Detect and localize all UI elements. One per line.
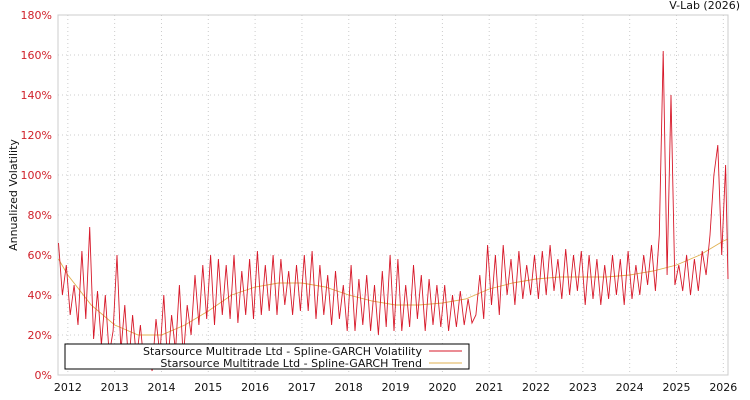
y-axis-label: Annualized Volatility — [7, 139, 20, 251]
legend: Starsource Multitrade Ltd - Spline-GARCH… — [64, 343, 470, 370]
legend-label-trend: Starsource Multitrade Ltd - Spline-GARCH… — [160, 357, 422, 370]
x-tick-label: 2014 — [147, 381, 175, 394]
x-tick-label: 2012 — [54, 381, 82, 394]
y-tick-label: 60% — [28, 249, 52, 262]
x-tick-label: 2019 — [382, 381, 410, 394]
plot-area — [57, 14, 729, 376]
credit-label: V-Lab (2026) — [669, 0, 740, 12]
y-tick-label: 140% — [21, 89, 52, 102]
x-tick-label: 2016 — [241, 381, 269, 394]
legend-box — [64, 343, 470, 370]
x-tick-label: 2018 — [335, 381, 363, 394]
grid — [58, 14, 728, 376]
y-axis: 0% 20% 40% 60% 80% 100% 120% 140% 160% 180% — [21, 9, 52, 382]
x-tick-label: 2020 — [428, 381, 456, 394]
y-tick-label: 160% — [21, 49, 52, 62]
y-tick-label: 20% — [28, 329, 52, 342]
y-tick-label: 180% — [21, 9, 52, 22]
y-tick-label: 40% — [28, 289, 52, 302]
x-tick-label: 2026 — [709, 381, 737, 394]
x-tick-label: 2022 — [522, 381, 550, 394]
x-tick-label: 2023 — [569, 381, 597, 394]
legend-label-volatility: Starsource Multitrade Ltd - Spline-GARCH… — [143, 345, 422, 358]
volatility-line — [58, 50, 729, 372]
y-tick-label: 100% — [21, 169, 52, 182]
x-tick-label: 2024 — [616, 381, 644, 394]
x-tick-label: 2025 — [662, 381, 690, 394]
y-tick-label: 80% — [28, 209, 52, 222]
x-tick-label: 2017 — [288, 381, 316, 394]
x-tick-label: 2015 — [194, 381, 222, 394]
y-tick-label: 120% — [21, 129, 52, 142]
x-tick-label: 2021 — [475, 381, 503, 394]
x-axis: 2012 2013 2014 2015 2016 2017 2018 2019 2020 2021… — [54, 381, 737, 394]
x-tick-label: 2013 — [101, 381, 129, 394]
y-tick-label: 0% — [35, 369, 52, 382]
